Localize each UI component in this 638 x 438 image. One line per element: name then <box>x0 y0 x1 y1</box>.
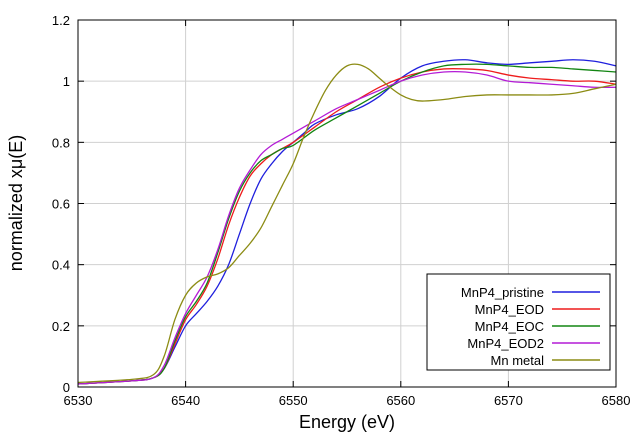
y-axis-title: normalized xμ(E) <box>6 135 26 271</box>
grid-lines <box>77 19 617 388</box>
x-tick-label: 6540 <box>171 393 200 408</box>
y-tick-label: 1.2 <box>52 13 70 28</box>
series-lines <box>77 59 617 385</box>
x-tick-label: 6550 <box>279 393 308 408</box>
x-tick-label: 6570 <box>494 393 523 408</box>
y-tick-label: 0.6 <box>52 197 70 212</box>
series-line-mnp4-eod2 <box>77 70 617 385</box>
series-line-mnp4-eod <box>77 67 617 385</box>
x-tick-label: 6560 <box>386 393 415 408</box>
x-tick-label: 6530 <box>64 393 93 408</box>
y-tick-label: 0.4 <box>52 258 70 273</box>
legend-label-mnp4-eoc: MnP4_EOC <box>475 319 544 334</box>
y-tick-label: 0 <box>63 380 70 395</box>
legend-label-mnp4-pristine: MnP4_pristine <box>461 285 544 300</box>
y-tick-label: 0.2 <box>52 319 70 334</box>
y-tick-label: 1 <box>63 74 70 89</box>
x-axis-title: Energy (eV) <box>299 412 395 432</box>
series-line-mnp4-eoc <box>77 63 617 385</box>
legend: MnP4_pristine MnP4_EOD MnP4_EOC MnP4_EOD2 Mn… <box>426 273 611 371</box>
y-tick-label: 0.8 <box>52 135 70 150</box>
series-line-mnp4-pristine <box>77 59 617 385</box>
legend-label-mnp4-eod2: MnP4_EOD2 <box>467 336 544 351</box>
series-line-mn-metal <box>77 63 617 384</box>
axis-ticks: 6530 6540 6550 6560 6570 6580 0 0.2 0.4 0.6 0.8 1 1.… <box>52 13 631 408</box>
legend-label-mnp4-eod: MnP4_EOD <box>475 302 544 317</box>
legend-box <box>426 273 611 371</box>
x-tick-label: 6580 <box>602 393 631 408</box>
legend-label-mn-metal: Mn metal <box>491 353 545 368</box>
